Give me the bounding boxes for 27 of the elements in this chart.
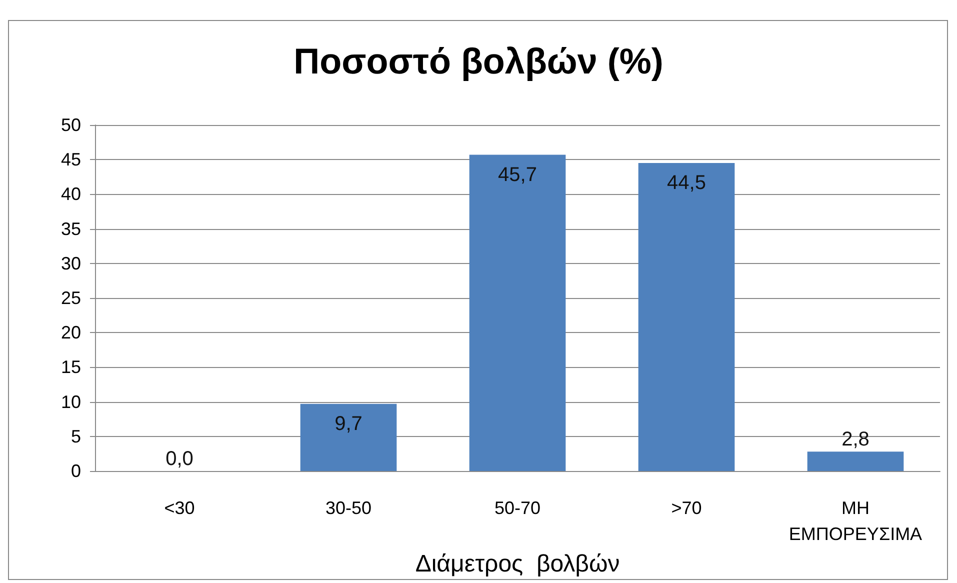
x-tick-label: >70 bbox=[671, 498, 702, 518]
y-tick-label: 15 bbox=[60, 357, 81, 378]
y-tick-label: 35 bbox=[60, 218, 81, 239]
x-tick-label: <30 bbox=[164, 498, 195, 518]
y-tick-label: 0 bbox=[70, 461, 81, 481]
bar bbox=[300, 404, 397, 471]
y-tick-label: 5 bbox=[70, 426, 81, 446]
x-tick-label: ΜΗ ΕΜΠΟΡΕΥΣΙΜΑ bbox=[788, 498, 922, 544]
x-tick-label: 30-50 bbox=[325, 498, 372, 518]
y-tick-label: 40 bbox=[60, 184, 81, 204]
data-label: 2,8 bbox=[842, 428, 870, 451]
data-label: 44,5 bbox=[667, 172, 706, 194]
bar bbox=[638, 163, 735, 471]
y-tick-label: 30 bbox=[60, 253, 81, 274]
y-tick-label: 45 bbox=[60, 150, 81, 170]
data-label: 45,7 bbox=[498, 164, 537, 186]
y-tick-label: 25 bbox=[60, 288, 81, 308]
y-tick-label: 20 bbox=[60, 322, 81, 343]
y-tick-label: 10 bbox=[60, 392, 81, 412]
data-label: 0,0 bbox=[166, 448, 194, 470]
bar bbox=[469, 154, 566, 471]
data-label: 9,7 bbox=[334, 412, 362, 435]
bar bbox=[807, 452, 904, 471]
x-tick-label: 50-70 bbox=[494, 498, 541, 518]
x-axis-title: Διάμετρος βολβών bbox=[415, 550, 620, 578]
y-tick-label: 50 bbox=[60, 115, 81, 135]
chart-title: Ποσοστό βολβών (%) bbox=[294, 40, 664, 82]
